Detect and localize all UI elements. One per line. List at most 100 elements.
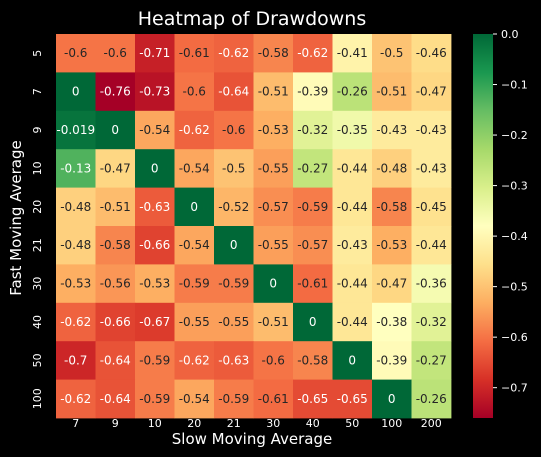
cell-value-label: -0.6 [262,353,285,367]
y-tick-label: 7 [31,88,44,95]
heatmap-cell [372,34,412,73]
cell-value-label: -0.53 [376,238,407,252]
heatmap-cell [135,149,175,188]
y-tick-label: 5 [31,50,44,57]
cell-value-label: -0.67 [139,315,170,329]
y-tick-label: 20 [31,200,44,214]
cell-value-label: -0.41 [337,46,368,60]
cell-value-label: -0.62 [60,315,91,329]
y-tick-label: 40 [31,315,44,329]
colorbar-tick-label: −0.7 [501,382,528,395]
heatmap-cell [95,149,136,188]
heatmap-cell [332,187,373,227]
y-tick-label: 100 [31,388,44,409]
cell-value-label: -0.47 [416,85,447,99]
heatmap-cell [372,149,412,188]
heatmap-cell [174,34,215,73]
cell-value-label: -0.58 [100,238,131,252]
heatmap-cell [372,72,412,112]
heatmap-cell [253,110,294,150]
heatmap-cell [214,302,254,342]
cell-value-label: -0.57 [297,238,328,252]
heatmap-cell [332,302,373,342]
cell-value-label: -0.13 [60,161,91,175]
heatmap-cell [411,149,452,188]
cell-value-label: -0.54 [179,161,210,175]
cell-value-label: -0.73 [139,85,170,99]
heatmap-cell [95,72,136,112]
cell-value-label: -0.63 [139,200,170,214]
heatmap-cell [214,264,254,304]
cell-value-label: 0 [309,315,317,329]
cell-value-label: -0.47 [100,161,131,175]
heatmap-cell [56,110,96,150]
heatmap-cell [95,226,136,265]
heatmap-cell [293,34,333,73]
heatmap-cell [332,379,373,419]
y-tick-label: 50 [31,353,44,367]
cell-value-label: -0.6 [222,123,245,137]
x-axis-label: Slow Moving Average [172,430,332,448]
cell-value-label: -0.47 [376,277,407,291]
heatmap-cell [135,226,175,265]
colorbar-tick-label: −0.6 [501,331,528,344]
cell-value-label: -0.64 [100,392,131,406]
cell-value-label: -0.66 [100,315,131,329]
heatmap-cell [95,379,136,419]
cell-value-label: -0.48 [376,161,407,175]
cell-value-label: -0.63 [218,353,249,367]
heatmap-cell [95,187,136,227]
cell-value-label: -0.52 [218,200,249,214]
cell-value-label: -0.55 [258,161,289,175]
cell-value-label: -0.66 [139,238,170,252]
heatmap-cell [135,264,175,304]
heatmap-cell [135,110,175,150]
cell-value-label: -0.48 [60,200,91,214]
cell-value-label: -0.62 [218,46,249,60]
heatmap-cell [293,302,333,342]
cell-value-label: -0.65 [297,392,328,406]
heatmap-cell [95,264,136,304]
cell-value-label: -0.54 [179,238,210,252]
heatmap-cell [411,302,452,342]
heatmap-cell [174,187,215,227]
heatmap-cell [332,34,373,73]
heatmap-cell [372,226,412,265]
heatmap-cell [332,149,373,188]
heatmap-cell [214,341,254,380]
cell-value-label: -0.53 [258,123,289,137]
cell-value-label: -0.51 [258,85,289,99]
cell-value-label: -0.51 [376,85,407,99]
cell-value-label: -0.32 [297,123,328,137]
heatmap-cell [56,226,96,265]
x-tick-label: 50 [345,417,359,430]
y-axis-ticks: 5 7 9 10 20 21 30 40 50 100 [31,50,44,410]
cell-value-label: -0.76 [100,85,131,99]
heatmap-cell [214,34,254,73]
cell-value-label: -0.6 [183,85,206,99]
y-tick-label: 30 [31,277,44,291]
heatmap-cell [174,226,215,265]
x-tick-label: 200 [421,417,442,430]
heatmap-cell [56,34,96,73]
colorbar-gradient [473,34,493,418]
heatmap-cell [293,110,333,150]
heatmap-cell [253,226,294,265]
heatmap-cell [214,72,254,112]
cell-value-label: -0.6 [104,46,127,60]
colorbar: 0.0 −0.1 −0.2 −0.3 −0.4 −0.5 −0.6 −0.7 [473,28,528,418]
cell-value-label: -0.53 [60,277,91,291]
cell-value-label: -0.27 [297,161,328,175]
cell-value-label: -0.43 [337,238,368,252]
cell-value-label: -0.44 [416,238,447,252]
heatmap-cell [56,341,96,380]
colorbar-tick-label: −0.5 [501,281,528,294]
heatmap-cell [214,149,254,188]
heatmap-cell [174,341,215,380]
x-tick-label: 30 [266,417,280,430]
cell-value-label: -0.62 [297,46,328,60]
heatmap-cell [174,302,215,342]
heatmap-cell [372,264,412,304]
cell-value-label: -0.44 [337,200,368,214]
heatmap-cell [135,72,175,112]
